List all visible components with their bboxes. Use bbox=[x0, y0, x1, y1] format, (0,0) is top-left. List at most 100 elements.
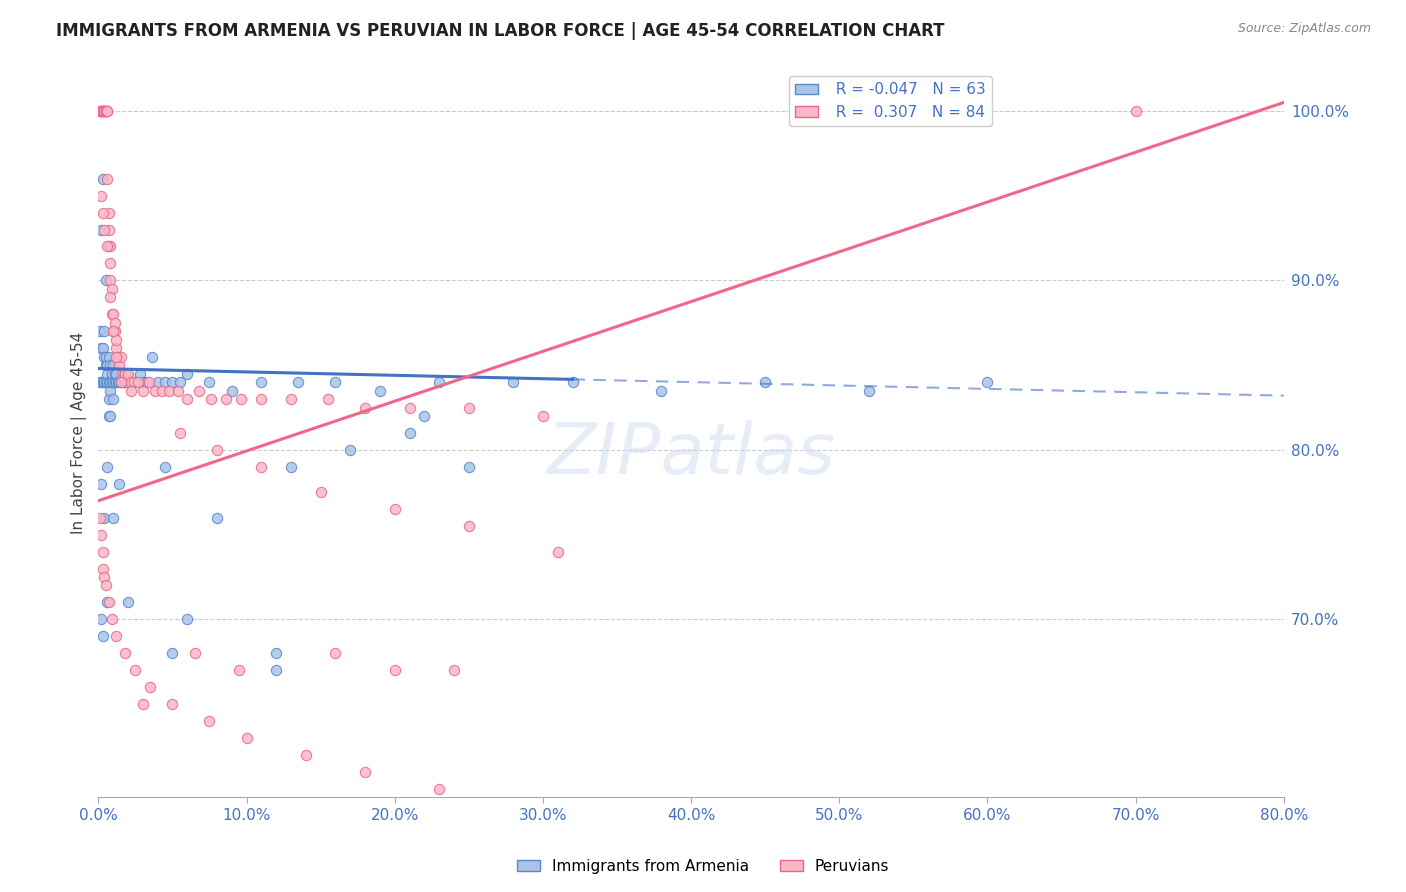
Point bbox=[110, 375, 132, 389]
Point bbox=[114, 375, 136, 389]
Point bbox=[104, 375, 127, 389]
Point bbox=[457, 519, 479, 533]
Point bbox=[112, 367, 135, 381]
Text: Source: ZipAtlas.com: Source: ZipAtlas.com bbox=[1237, 22, 1371, 36]
Point bbox=[858, 384, 880, 398]
Point bbox=[90, 103, 112, 118]
Point bbox=[215, 392, 238, 406]
Point bbox=[93, 510, 115, 524]
Point bbox=[114, 646, 136, 660]
Point bbox=[153, 459, 176, 474]
Point bbox=[91, 375, 114, 389]
Point bbox=[976, 375, 998, 389]
Point bbox=[169, 425, 191, 440]
Point bbox=[100, 612, 122, 626]
Point bbox=[176, 392, 198, 406]
Point bbox=[90, 103, 112, 118]
Point bbox=[354, 764, 377, 779]
Point bbox=[354, 401, 377, 415]
Point bbox=[96, 375, 118, 389]
Point bbox=[90, 222, 112, 236]
Point bbox=[146, 375, 169, 389]
Point bbox=[120, 375, 142, 389]
Point bbox=[93, 103, 115, 118]
Point bbox=[325, 375, 347, 389]
Point bbox=[97, 595, 120, 609]
Point bbox=[1125, 103, 1147, 118]
Point bbox=[108, 358, 131, 372]
Point bbox=[93, 324, 115, 338]
Point bbox=[547, 544, 569, 558]
Point bbox=[94, 578, 117, 592]
Point bbox=[198, 714, 221, 728]
Point bbox=[93, 222, 115, 236]
Point bbox=[132, 384, 155, 398]
Point bbox=[221, 384, 243, 398]
Point bbox=[132, 375, 155, 389]
Point bbox=[141, 350, 163, 364]
Point bbox=[100, 307, 122, 321]
Point bbox=[89, 510, 111, 524]
Point bbox=[105, 367, 128, 381]
Point bbox=[398, 425, 420, 440]
Point bbox=[427, 375, 450, 389]
Point bbox=[280, 392, 302, 406]
Point bbox=[250, 375, 273, 389]
Point bbox=[91, 341, 114, 355]
Point bbox=[502, 375, 524, 389]
Point bbox=[128, 367, 150, 381]
Point bbox=[93, 375, 115, 389]
Point bbox=[316, 392, 339, 406]
Legend:   R = -0.047   N = 63,   R =  0.307   N = 84: R = -0.047 N = 63, R = 0.307 N = 84 bbox=[789, 76, 991, 126]
Point bbox=[91, 103, 114, 118]
Point bbox=[295, 747, 318, 762]
Point bbox=[176, 367, 198, 381]
Point bbox=[205, 442, 228, 457]
Point bbox=[228, 663, 250, 677]
Point bbox=[100, 367, 122, 381]
Point bbox=[115, 375, 138, 389]
Point bbox=[101, 392, 124, 406]
Point bbox=[150, 384, 173, 398]
Point bbox=[105, 350, 128, 364]
Point bbox=[384, 502, 406, 516]
Point bbox=[107, 375, 129, 389]
Point bbox=[754, 375, 776, 389]
Point bbox=[125, 375, 148, 389]
Point bbox=[200, 392, 222, 406]
Point bbox=[115, 367, 138, 381]
Point bbox=[105, 333, 128, 347]
Point bbox=[176, 612, 198, 626]
Point bbox=[117, 367, 139, 381]
Point bbox=[229, 392, 252, 406]
Point bbox=[138, 375, 160, 389]
Point bbox=[96, 239, 118, 253]
Point bbox=[427, 781, 450, 796]
Point bbox=[650, 384, 672, 398]
Point bbox=[97, 205, 120, 219]
Point bbox=[235, 731, 257, 745]
Point bbox=[98, 290, 121, 304]
Point bbox=[97, 392, 120, 406]
Point bbox=[91, 544, 114, 558]
Point bbox=[120, 375, 142, 389]
Point bbox=[97, 350, 120, 364]
Point bbox=[96, 171, 118, 186]
Legend: Immigrants from Armenia, Peruvians: Immigrants from Armenia, Peruvians bbox=[510, 853, 896, 880]
Point bbox=[94, 103, 117, 118]
Point bbox=[94, 103, 117, 118]
Point bbox=[97, 222, 120, 236]
Point bbox=[90, 103, 112, 118]
Point bbox=[368, 384, 391, 398]
Point bbox=[136, 375, 159, 389]
Text: ZIPatlas: ZIPatlas bbox=[547, 420, 835, 490]
Point bbox=[93, 350, 115, 364]
Point bbox=[91, 205, 114, 219]
Point bbox=[105, 629, 128, 643]
Point bbox=[98, 273, 121, 287]
Point bbox=[398, 401, 420, 415]
Point bbox=[94, 375, 117, 389]
Point bbox=[139, 680, 162, 694]
Point bbox=[93, 103, 115, 118]
Point bbox=[162, 375, 184, 389]
